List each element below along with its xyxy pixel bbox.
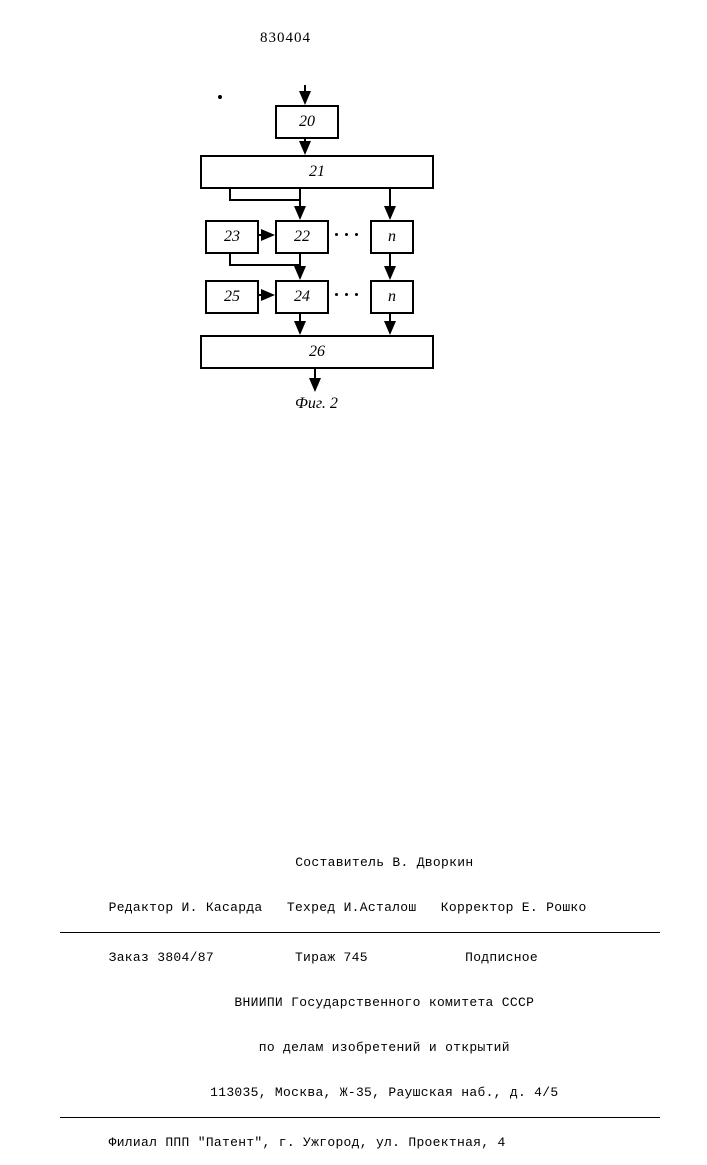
block-diagram: 20 21 23 22 n 25 24 n 26 Фиг. 2 [160,85,480,415]
block-22: 22 [275,220,329,254]
block-24: 24 [275,280,329,314]
imprint-footer: Составитель В. Дворкин Редактор И. Касар… [60,840,660,1165]
block-25: 25 [205,280,259,314]
figure-caption: Фиг. 2 [295,395,338,413]
ellipsis-dot [355,293,358,296]
block-26: 26 [200,335,434,369]
corrector-credit: Корректор Е. Рошко [441,900,587,915]
ellipsis-dot [355,233,358,236]
compiler-credit: Составитель В. Дворкин [295,855,473,870]
block-21: 21 [200,155,434,189]
address-line-1: 113035, Москва, Ж-35, Раушская наб., д. … [210,1085,558,1100]
ellipsis-dot [335,293,338,296]
address-line-2: Филиал ППП "Патент", г. Ужгород, ул. Про… [109,1135,506,1150]
ellipsis-dot [345,293,348,296]
ellipsis-dot [345,233,348,236]
ellipsis-dot [335,233,338,236]
block-24-n: n [370,280,414,314]
block-23: 23 [205,220,259,254]
techred-credit: Техред И.Асталош [287,900,417,915]
print-run: Тираж 745 [295,950,368,965]
subscription: Подписное [465,950,538,965]
block-22-n: n [370,220,414,254]
editor-credit: Редактор И. Касарда [109,900,263,915]
order-number: Заказ 3804/87 [109,950,214,965]
org-line-1: ВНИИПИ Государственного комитета СССР [234,995,534,1010]
org-line-2: по делам изобретений и открытий [259,1040,510,1055]
doc-number: 830404 [260,30,311,47]
block-20: 20 [275,105,339,139]
